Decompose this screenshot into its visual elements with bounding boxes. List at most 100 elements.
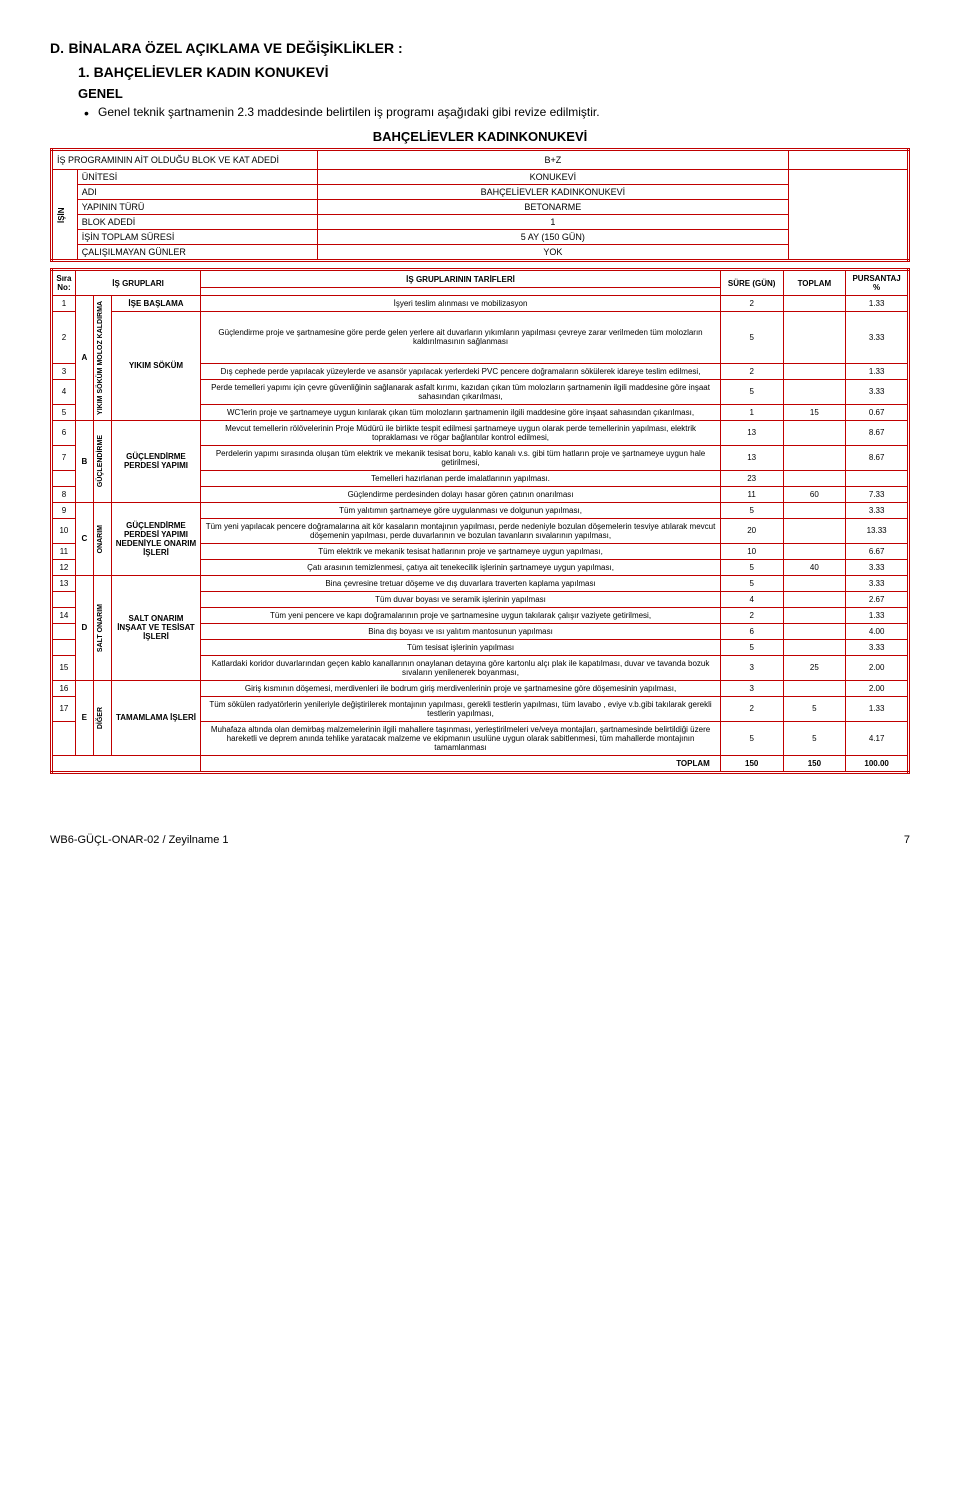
row-tot xyxy=(783,379,846,404)
row-desc: Tüm tesisat işlerinin yapılması xyxy=(201,639,721,655)
row-no: 16 xyxy=(52,680,76,696)
name-gucperde: GÜÇLENDİRME PERDESİ YAPIMI xyxy=(111,420,201,502)
row-desc: Temelleri hazırlanan perde imalatlarının… xyxy=(201,470,721,486)
row-pct: 3.33 xyxy=(846,575,909,591)
row-tot xyxy=(783,680,846,696)
row-tot xyxy=(783,639,846,655)
section-letter: D. xyxy=(50,40,64,56)
table-title: BAHÇELİEVLER KADINKONUKEVİ xyxy=(50,129,910,144)
row-tot: 5 xyxy=(783,696,846,721)
total-label: TOPLAM xyxy=(201,755,721,772)
hdr-gruplari: İŞ GRUPLARI xyxy=(75,270,200,296)
row-no: 12 xyxy=(52,559,76,575)
row-tot: 25 xyxy=(783,655,846,680)
row-dur: 5 xyxy=(720,559,783,575)
row-pct: 1.33 xyxy=(846,696,909,721)
info-value-4: 5 AY (150 GÜN) xyxy=(317,230,788,245)
row-pct: 3.33 xyxy=(846,639,909,655)
row-tot xyxy=(783,363,846,379)
row-tot xyxy=(783,543,846,559)
genel-label: GENEL xyxy=(78,86,910,101)
row-dur: 20 xyxy=(720,518,783,543)
group-a-letter: A xyxy=(75,296,93,421)
info-value-3: 1 xyxy=(317,215,788,230)
row-pct: 7.33 xyxy=(846,486,909,502)
row-dur: 1 xyxy=(720,404,783,420)
info-table: İŞ PROGRAMININ AİT OLDUĞU BLOK VE KAT AD… xyxy=(50,148,910,262)
name-tamam: TAMAMLAMA İŞLERİ xyxy=(111,680,201,755)
group-d-vert: SALT ONARIM xyxy=(97,602,104,654)
row-no: 6 xyxy=(52,420,76,445)
row-dur: 5 xyxy=(720,502,783,518)
name-ise: İŞE BAŞLAMA xyxy=(111,296,201,312)
row-dur: 13 xyxy=(720,445,783,470)
group-a-vert: YIKIM SÖKÜM MOLOZ KALDIRMA xyxy=(97,299,104,417)
row-dur: 10 xyxy=(720,543,783,559)
row-no-empty xyxy=(52,639,76,655)
spare2 xyxy=(789,170,909,261)
program-header: İŞ PROGRAMININ AİT OLDUĞU BLOK VE KAT AD… xyxy=(52,150,318,170)
item-1: 1. BAHÇELİEVLER KADIN KONUKEVİ xyxy=(78,64,910,80)
info-value-0: KONUKEVİ xyxy=(317,170,788,185)
section-header: D. BİNALARA ÖZEL AÇIKLAMA VE DEĞİŞİKLİKL… xyxy=(50,40,910,58)
row-dur: 2 xyxy=(720,696,783,721)
row-tot: 5 xyxy=(783,721,846,755)
row-desc: Perde temelleri yapımı için çevre güvenl… xyxy=(201,379,721,404)
main-table: Sıra No: İŞ GRUPLARI İŞ GRUPLARININ TARİ… xyxy=(50,268,910,774)
row-tot xyxy=(783,312,846,364)
row-no: 17 xyxy=(52,696,76,721)
row-desc: WC'lerin proje ve şartnameye uygun kırıl… xyxy=(201,404,721,420)
hdr-pursantaj: PURSANTAJ % xyxy=(846,270,909,296)
section-title: BİNALARA ÖZEL AÇIKLAMA VE DEĞİŞİKLİKLER … xyxy=(68,40,402,56)
isin-label: İŞİN xyxy=(57,185,66,245)
row-dur: 5 xyxy=(720,379,783,404)
name-guconarim: GÜÇLENDİRME PERDESİ YAPIMI NEDENİYLE ONA… xyxy=(111,502,201,575)
row-tot xyxy=(783,575,846,591)
row-desc: Katlardaki koridor duvarlarından geçen k… xyxy=(201,655,721,680)
hdr-tarif: İŞ GRUPLARININ TARİFLERİ xyxy=(201,270,721,288)
row-pct xyxy=(846,470,909,486)
group-e-letter: E xyxy=(75,680,93,755)
row-pct: 3.33 xyxy=(846,312,909,364)
row-pct: 0.67 xyxy=(846,404,909,420)
hdr-spacer xyxy=(201,288,721,296)
group-b-vert: GÜÇLENDİRME xyxy=(97,433,104,489)
group-c-letter: C xyxy=(75,502,93,575)
bz-value: B+Z xyxy=(317,150,788,170)
row-tot xyxy=(783,518,846,543)
name-yikim: YIKIM SÖKÜM xyxy=(111,312,201,421)
row-pct: 2.00 xyxy=(846,680,909,696)
info-value-1: BAHÇELİEVLER KADINKONUKEVİ xyxy=(317,185,788,200)
row-dur: 4 xyxy=(720,591,783,607)
row-desc: Tüm elektrik ve mekanik tesisat hatların… xyxy=(201,543,721,559)
row-dur: 5 xyxy=(720,312,783,364)
row-tot: 60 xyxy=(783,486,846,502)
hdr-sure: SÜRE (GÜN) xyxy=(720,270,783,296)
row-no-empty xyxy=(52,623,76,639)
footer: WB6-GÜÇL-ONAR-02 / Zeyilname 1 7 xyxy=(50,834,910,846)
row-pct: 8.67 xyxy=(846,420,909,445)
row-no: 4 xyxy=(52,379,76,404)
row-pct: 3.33 xyxy=(846,559,909,575)
row-pct: 4.17 xyxy=(846,721,909,755)
hdr-no: Sıra No: xyxy=(52,270,76,296)
total-pct: 100.00 xyxy=(846,755,909,772)
row-tot xyxy=(783,607,846,623)
row-desc: Tüm yeni yapılacak pencere doğramalarına… xyxy=(201,518,721,543)
row-desc: Güçlendirme proje ve şartnamesine göre p… xyxy=(201,312,721,364)
row-pct: 4.00 xyxy=(846,623,909,639)
info-label-2: YAPININ TÜRÜ xyxy=(77,200,317,215)
total-dur: 150 xyxy=(720,755,783,772)
total-spacer xyxy=(52,755,201,772)
row-desc: Çatı arasının temizlenmesi, çatıya ait t… xyxy=(201,559,721,575)
group-c-vert: ONARIM xyxy=(97,523,104,555)
row-no: 2 xyxy=(52,312,76,364)
total-tot: 150 xyxy=(783,755,846,772)
info-label-4: İŞİN TOPLAM SÜRESİ xyxy=(77,230,317,245)
row-no: 14 xyxy=(52,607,76,623)
bullet-text: Genel teknik şartnamenin 2.3 maddesinde … xyxy=(98,105,910,119)
row-desc: Tüm yeni pencere ve kapı doğramalarının … xyxy=(201,607,721,623)
row-dur: 13 xyxy=(720,420,783,445)
row-tot xyxy=(783,445,846,470)
row-pct: 2.00 xyxy=(846,655,909,680)
